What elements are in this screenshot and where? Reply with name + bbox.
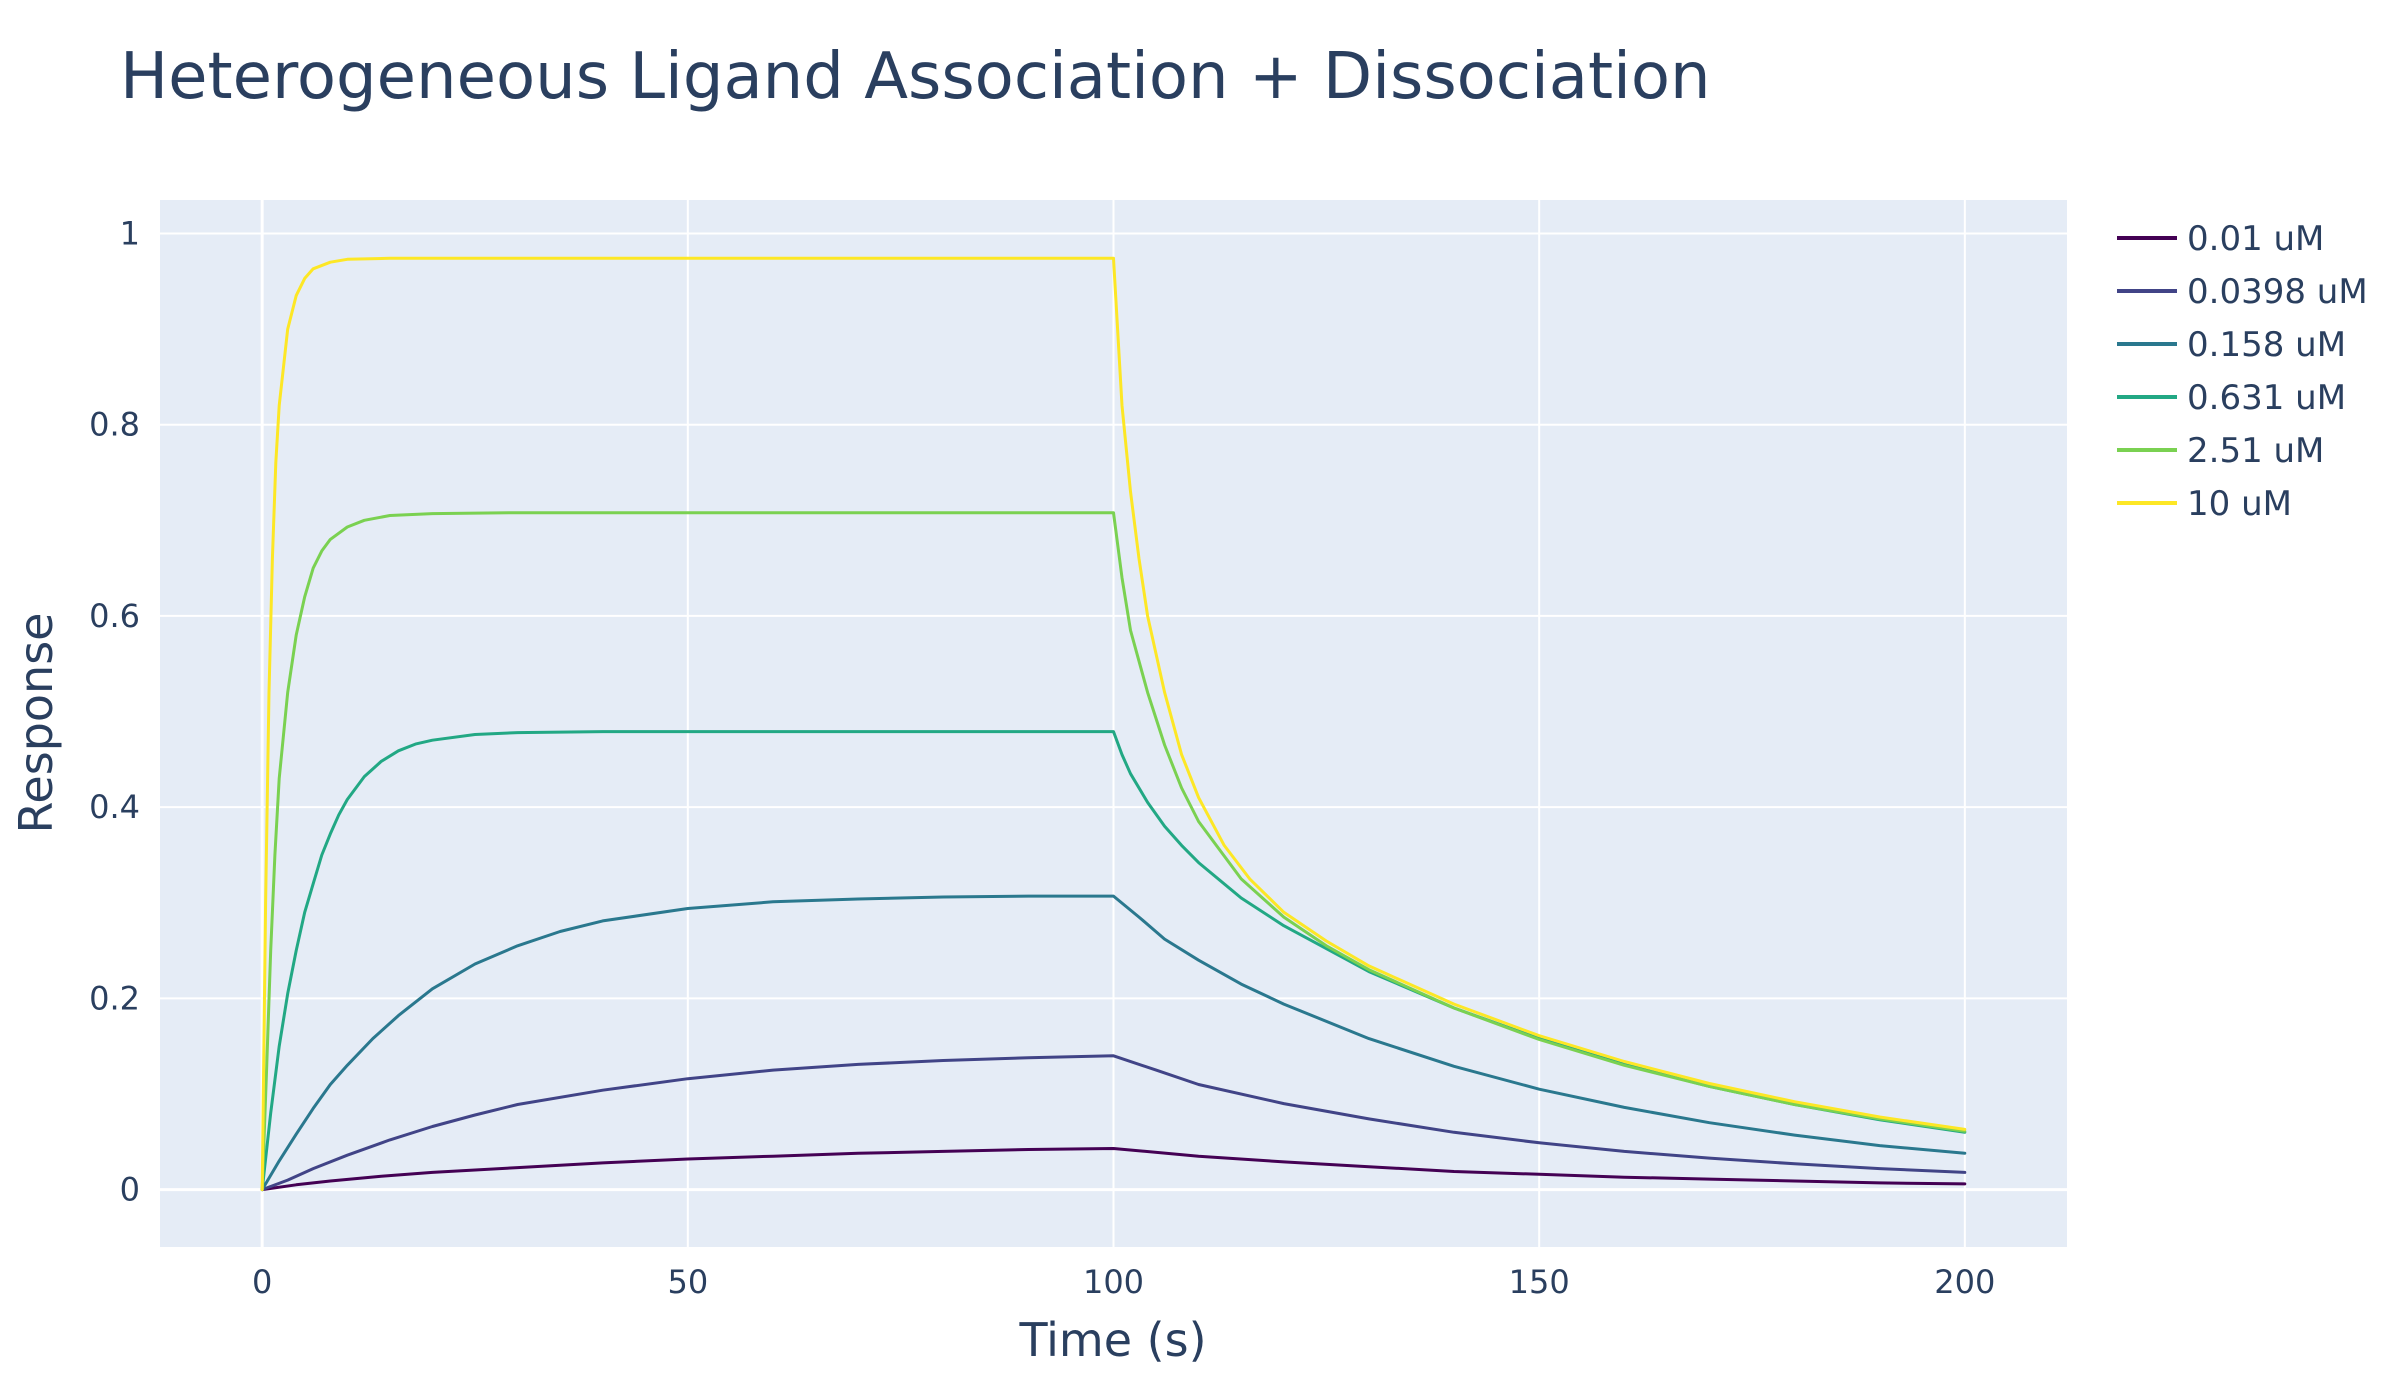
legend-item[interactable]: 0.0398 uM (2117, 272, 2368, 312)
y-axis-title: Response (9, 613, 63, 834)
x-tick-label: 50 (667, 1263, 708, 1301)
x-tick-label: 100 (1083, 1263, 1144, 1301)
legend-label: 10 uM (2187, 484, 2292, 524)
x-tick-label: 0 (252, 1263, 272, 1301)
y-tick-label: 0.4 (89, 788, 140, 826)
series-line (260, 256, 1967, 1192)
legend-item[interactable]: 2.51 uM (2117, 431, 2324, 471)
series-line (260, 894, 1967, 1192)
legend-item[interactable]: 0.01 uM (2117, 219, 2324, 259)
y-tick-label: 1 (120, 214, 140, 252)
series-line (260, 511, 1967, 1192)
y-tick-label: 0.6 (89, 597, 140, 635)
y-axis-ticks: 0 0.2 0.4 0.6 0.8 1 (89, 214, 140, 1208)
legend-label: 0.0398 uM (2187, 272, 2368, 312)
legend-label: 0.631 uM (2187, 378, 2346, 418)
series-line (260, 1054, 1967, 1192)
x-tick-label: 150 (1509, 1263, 1570, 1301)
legend-label: 0.158 uM (2187, 325, 2346, 365)
grid (160, 200, 2067, 1247)
x-tick-label: 200 (1934, 1263, 1995, 1301)
y-tick-label: 0 (120, 1171, 140, 1209)
legend-item[interactable]: 10 uM (2117, 484, 2292, 524)
x-axis-ticks: 0 50 100 150 200 (252, 1263, 1995, 1301)
legend-label: 2.51 uM (2187, 431, 2324, 471)
y-tick-label: 0.2 (89, 979, 140, 1017)
legend-item[interactable]: 0.631 uM (2117, 378, 2346, 418)
series-layer (260, 256, 1967, 1192)
x-axis-title: Time (s) (1018, 1313, 1206, 1367)
legend-label: 0.01 uM (2187, 219, 2324, 259)
chart-title: Heterogeneous Ligand Association + Disso… (120, 40, 1711, 114)
legend-item[interactable]: 0.158 uM (2117, 325, 2346, 365)
y-tick-label: 0.8 (89, 406, 140, 444)
series-line (260, 1147, 1967, 1192)
legend[interactable]: 0.01 uM 0.0398 uM 0.158 uM 0.631 uM 2.51 uM 1… (2117, 219, 2368, 524)
